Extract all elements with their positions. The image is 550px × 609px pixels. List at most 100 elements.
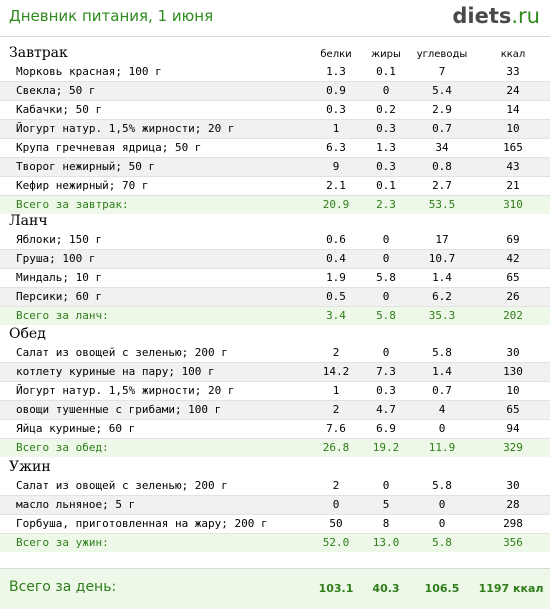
food-kcal: 10 xyxy=(506,122,520,135)
food-kcal: 28 xyxy=(506,498,520,511)
food-fat: 0 xyxy=(382,290,390,303)
food-kcal: 10 xyxy=(506,384,520,397)
food-kcal: 165 xyxy=(503,141,523,154)
food-fat: 8 xyxy=(382,517,390,530)
meal-header: Обед xyxy=(0,324,550,344)
meal-total-label: Всего за ужин: xyxy=(16,536,109,549)
food-protein: 7.6 xyxy=(326,422,346,435)
food-carbs: 0 xyxy=(438,517,446,530)
day-total-protein: 103.1 xyxy=(318,582,354,595)
food-name: овощи тушенные с грибами; 100 г xyxy=(16,403,222,416)
food-name: Йогурт натур. 1,5% жирности; 20 г xyxy=(16,384,235,397)
food-row[interactable]: Салат из овощей с зеленью; 200 г 2 0 5.8 30 xyxy=(0,477,550,496)
food-name: Кабачки; 50 г xyxy=(16,103,103,116)
food-kcal: 43 xyxy=(506,160,520,173)
day-total-bar: Всего за день: 103.1 40.3 106.5 1197 кка… xyxy=(0,568,550,609)
food-name: Салат из овощей с зеленью; 200 г xyxy=(16,346,228,359)
site-logo[interactable]: diets.ru xyxy=(452,4,540,28)
food-row[interactable]: Йогурт натур. 1,5% жирности; 20 г 1 0.3 0.7… xyxy=(0,120,550,139)
food-row[interactable]: Горбуша, приготовленная на жару; 200 г 50… xyxy=(0,515,550,534)
food-name: Горбуша, приготовленная на жару; 200 г xyxy=(16,517,268,530)
food-name: Крупа гречневая ядрица; 50 г xyxy=(16,141,202,154)
food-carbs: 0.7 xyxy=(432,384,452,397)
meal-total-fat: 5.8 xyxy=(376,309,396,322)
logo-tld: .ru xyxy=(511,4,540,28)
food-protein: 0 xyxy=(332,498,340,511)
food-fat: 0.1 xyxy=(376,65,396,78)
food-protein: 0.4 xyxy=(326,252,346,265)
day-total-fat: 40.3 xyxy=(372,582,400,595)
food-row[interactable]: Морковь красная; 100 г 1.3 0.1 7 33 xyxy=(0,63,550,82)
meal-total-protein: 3.4 xyxy=(326,309,346,322)
food-row[interactable]: Груша; 100 г 0.4 0 10.7 42 xyxy=(0,250,550,269)
food-row[interactable]: Кабачки; 50 г 0.3 0.2 2.9 14 xyxy=(0,101,550,120)
meal-header: Ужин xyxy=(0,457,550,477)
food-row[interactable]: Крупа гречневая ядрица; 50 г 6.3 1.3 34 165 xyxy=(0,139,550,158)
food-kcal: 298 xyxy=(503,517,523,530)
food-name: Персики; 60 г xyxy=(16,290,103,303)
food-row[interactable]: Яблоки; 150 г 0.6 0 17 69 xyxy=(0,231,550,250)
food-row[interactable]: масло льняное; 5 г 0 5 0 28 xyxy=(0,496,550,515)
meal-total-kcal: 329 xyxy=(503,441,523,454)
food-carbs: 1.4 xyxy=(432,271,452,284)
food-carbs: 5.4 xyxy=(432,84,452,97)
food-carbs: 4 xyxy=(438,403,446,416)
food-kcal: 42 xyxy=(506,252,520,265)
meal-total-kcal: 310 xyxy=(503,198,523,211)
meal-total-fat: 2.3 xyxy=(376,198,396,211)
meal-total-row: Всего за ужин: 52.0 13.0 5.8 356 xyxy=(0,534,550,552)
column-header-kcal: ккал xyxy=(500,49,526,60)
meal-section: Обед Салат из овощей с зеленью; 200 г 2 0 5.… xyxy=(0,324,550,457)
meal-name: Ужин xyxy=(9,459,51,475)
food-fat: 0.3 xyxy=(376,122,396,135)
meal-total-row: Всего за ланч: 3.4 5.8 35.3 202 xyxy=(0,307,550,325)
food-carbs: 10.7 xyxy=(428,252,456,265)
meal-section: Ужин Салат из овощей с зеленью; 200 г 2 0 5.… xyxy=(0,457,550,552)
meal-name: Ланч xyxy=(9,213,48,229)
meal-header: Завтрак белки жиры углеводы ккал xyxy=(0,43,550,63)
meal-header: Ланч xyxy=(0,211,550,231)
food-row[interactable]: Свекла; 50 г 0.9 0 5.4 24 xyxy=(0,82,550,101)
food-name: Творог нежирный; 50 г xyxy=(16,160,156,173)
food-kcal: 21 xyxy=(506,179,520,192)
food-kcal: 130 xyxy=(503,365,523,378)
meal-total-fat: 13.0 xyxy=(372,536,400,549)
food-fat: 0.2 xyxy=(376,103,396,116)
food-row[interactable]: Яйца куриные; 60 г 7.6 6.9 0 94 xyxy=(0,420,550,439)
food-protein: 9 xyxy=(332,160,340,173)
food-carbs: 34 xyxy=(435,141,449,154)
food-fat: 0 xyxy=(382,233,390,246)
column-header-protein: белки xyxy=(320,49,352,60)
food-row[interactable]: Миндаль; 10 г 1.9 5.8 1.4 65 xyxy=(0,269,550,288)
food-carbs: 7 xyxy=(438,65,446,78)
meal-total-label: Всего за ланч: xyxy=(16,309,109,322)
food-protein: 50 xyxy=(329,517,343,530)
food-protein: 1.3 xyxy=(326,65,346,78)
day-total-carbs: 106.5 xyxy=(424,582,460,595)
food-protein: 0.9 xyxy=(326,84,346,97)
food-protein: 6.3 xyxy=(326,141,346,154)
food-row[interactable]: котлету куриные на пару; 100 г 14.2 7.3 1.4… xyxy=(0,363,550,382)
column-header-carbs: углеводы xyxy=(416,49,468,60)
page-header: Дневник питания, 1 июня diets.ru xyxy=(0,0,550,37)
food-kcal: 69 xyxy=(506,233,520,246)
meal-name: Завтрак xyxy=(9,45,68,61)
food-fat: 0.3 xyxy=(376,384,396,397)
food-fat: 5.8 xyxy=(376,271,396,284)
logo-main: diets xyxy=(452,4,512,28)
meal-name: Обед xyxy=(9,326,46,342)
food-row[interactable]: Творог нежирный; 50 г 9 0.3 0.8 43 xyxy=(0,158,550,177)
food-kcal: 94 xyxy=(506,422,520,435)
day-total-label: Всего за день: xyxy=(9,579,117,595)
food-row[interactable]: Салат из овощей с зеленью; 200 г 2 0 5.8 30 xyxy=(0,344,550,363)
food-fat: 0.3 xyxy=(376,160,396,173)
food-name: Салат из овощей с зеленью; 200 г xyxy=(16,479,228,492)
food-row[interactable]: Йогурт натур. 1,5% жирности; 20 г 1 0.3 0.7… xyxy=(0,382,550,401)
food-row[interactable]: Персики; 60 г 0.5 0 6.2 26 xyxy=(0,288,550,307)
meal-total-protein: 20.9 xyxy=(322,198,350,211)
food-protein: 1 xyxy=(332,384,340,397)
food-name: котлету куриные на пару; 100 г xyxy=(16,365,215,378)
food-row[interactable]: овощи тушенные с грибами; 100 г 2 4.7 4 65 xyxy=(0,401,550,420)
food-row[interactable]: Кефир нежирный; 70 г 2.1 0.1 2.7 21 xyxy=(0,177,550,196)
meal-section: Завтрак белки жиры углеводы ккал Морковь крас… xyxy=(0,43,550,214)
